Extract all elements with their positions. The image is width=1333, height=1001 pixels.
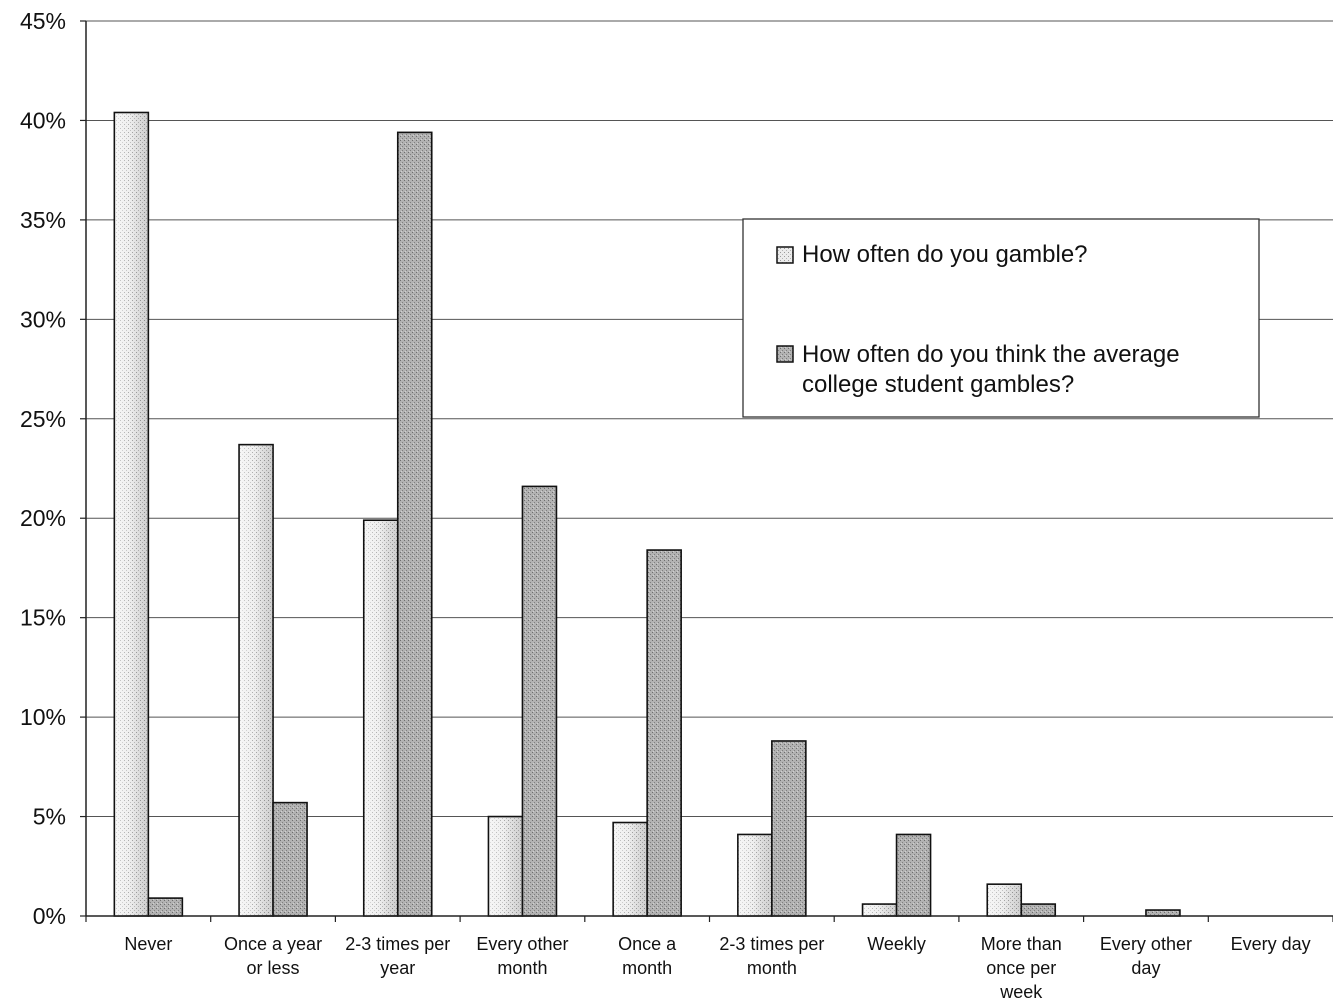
- bar-series-2: [272, 801, 308, 917]
- x-tick-label: Every other month: [476, 934, 568, 978]
- legend-label-series-1: How often do you gamble?: [802, 241, 1088, 268]
- x-tick-label: Every day: [1231, 934, 1311, 954]
- x-tick-label: Never: [124, 934, 172, 954]
- bar-series-1: [362, 519, 399, 917]
- bar-series-2: [1145, 909, 1181, 917]
- y-tick-label: 20%: [20, 505, 66, 531]
- legend-swatch-series-2: [776, 345, 794, 363]
- x-tick-label: Every other day: [1100, 934, 1192, 978]
- x-tick-label: More than once per week: [981, 934, 1062, 1001]
- bars: [113, 111, 1181, 917]
- y-tick-label: 45%: [20, 8, 66, 34]
- bar-series-2: [895, 833, 932, 917]
- bar-series-1: [861, 903, 898, 917]
- y-tick-label: 15%: [20, 605, 66, 631]
- y-tick-label: 10%: [20, 704, 66, 730]
- x-tick-label: Once a month: [618, 934, 677, 978]
- legend: How often do you gamble? How often do yo…: [742, 218, 1260, 418]
- legend-label-series-2-line-2: college student gambles?: [802, 371, 1074, 398]
- x-axis-tick-labels: Never Once a year or less 2-3 times per year…: [124, 934, 1310, 1001]
- x-tick-label: 2-3 times per year: [345, 934, 450, 978]
- x-tick-label: Once a year or less: [224, 934, 322, 978]
- x-tick-label: 2-3 times per month: [719, 934, 824, 978]
- bar-series-1: [986, 883, 1023, 917]
- bar-series-1: [113, 111, 150, 917]
- bar-series-1: [612, 821, 648, 917]
- y-axis-tick-labels: 0% 5% 10% 15% 20% 25% 30% 35% 40% 45%: [20, 8, 66, 929]
- bar-series-1: [737, 833, 773, 917]
- bar-series-2: [521, 485, 558, 917]
- y-tick-label: 5%: [33, 804, 66, 830]
- bar-series-2: [1020, 903, 1057, 917]
- legend-label-series-2-line-1: How often do you think the average: [802, 341, 1180, 368]
- y-tick-label: 35%: [20, 207, 66, 233]
- bar-series-2: [771, 740, 807, 917]
- bar-series-2: [147, 897, 184, 917]
- y-tick-label: 0%: [33, 903, 66, 929]
- bar-series-2: [646, 549, 682, 917]
- gridlines: [86, 20, 1333, 818]
- legend-box: [742, 218, 1260, 418]
- legend-swatch-series-1: [776, 246, 794, 264]
- bar-series-2: [396, 131, 433, 917]
- axes: [80, 20, 1333, 922]
- y-tick-label: 40%: [20, 107, 66, 133]
- y-tick-label: 25%: [20, 406, 66, 432]
- bar-series-1: [238, 443, 274, 917]
- y-tick-label: 30%: [20, 306, 66, 332]
- x-tick-label: Weekly: [867, 934, 926, 954]
- bar-series-1: [487, 815, 524, 917]
